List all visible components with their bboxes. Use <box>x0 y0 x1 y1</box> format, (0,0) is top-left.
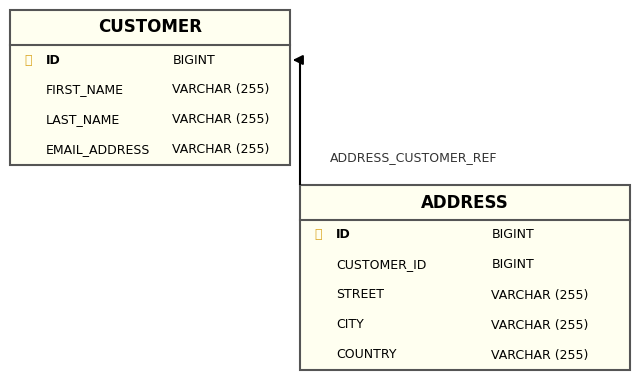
Bar <box>10 10 290 165</box>
Bar <box>300 185 630 370</box>
Text: LAST_NAME: LAST_NAME <box>46 113 120 127</box>
Text: BIGINT: BIGINT <box>491 259 534 271</box>
Text: BIGINT: BIGINT <box>491 228 534 242</box>
Text: COUNTRY: COUNTRY <box>336 348 397 362</box>
Text: VARCHAR (255): VARCHAR (255) <box>491 348 589 362</box>
Text: ID: ID <box>46 54 61 66</box>
Text: 🔑: 🔑 <box>314 228 322 242</box>
Text: VARCHAR (255): VARCHAR (255) <box>491 319 589 331</box>
Text: ID: ID <box>336 228 351 242</box>
Text: CUSTOMER_ID: CUSTOMER_ID <box>336 259 426 271</box>
Text: VARCHAR (255): VARCHAR (255) <box>173 144 270 156</box>
Text: 🔑: 🔑 <box>24 54 31 66</box>
Text: VARCHAR (255): VARCHAR (255) <box>491 288 589 302</box>
Text: ADDRESS: ADDRESS <box>421 193 509 211</box>
Text: VARCHAR (255): VARCHAR (255) <box>173 83 270 97</box>
Text: FIRST_NAME: FIRST_NAME <box>46 83 124 97</box>
Text: EMAIL_ADDRESS: EMAIL_ADDRESS <box>46 144 150 156</box>
Text: VARCHAR (255): VARCHAR (255) <box>173 113 270 127</box>
Text: CITY: CITY <box>336 319 364 331</box>
Text: BIGINT: BIGINT <box>173 54 215 66</box>
Text: ADDRESS_CUSTOMER_REF: ADDRESS_CUSTOMER_REF <box>330 152 498 164</box>
Text: STREET: STREET <box>336 288 384 302</box>
Text: CUSTOMER: CUSTOMER <box>98 18 202 37</box>
